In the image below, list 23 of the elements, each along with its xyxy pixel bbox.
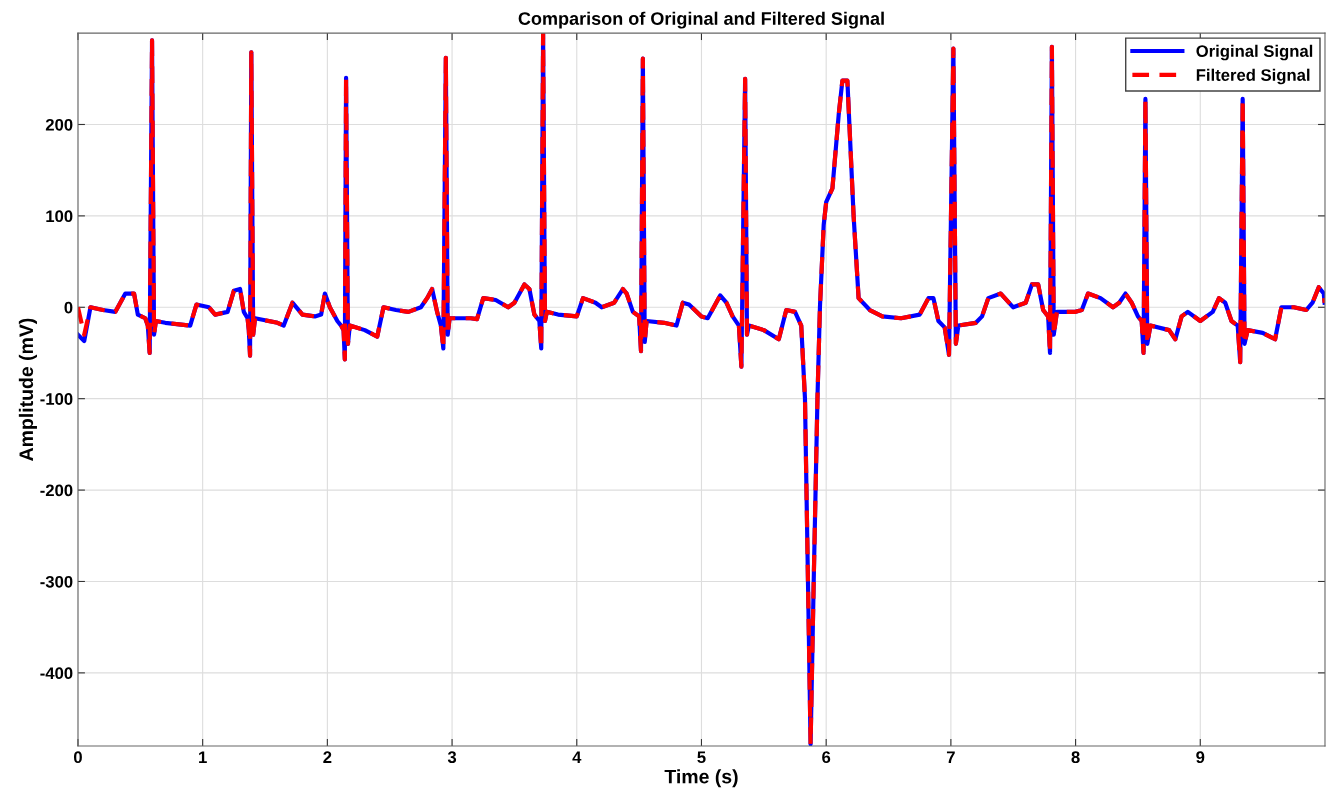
y-tick-label: -300	[40, 575, 73, 588]
x-tick-label: 4	[572, 751, 582, 763]
x-tick-label: 8	[1071, 751, 1080, 764]
legend-label: Filtered Signal	[1196, 68, 1310, 85]
x-tick-label: 3	[447, 751, 457, 764]
x-tick-label: 7	[946, 751, 955, 763]
x-tick-label: 6	[822, 751, 831, 764]
y-tick-label: 100	[46, 210, 73, 223]
y-tick-label: -400	[40, 667, 73, 680]
x-tick-label: 2	[323, 751, 332, 763]
x-axis-title: Time (s)	[664, 769, 738, 788]
y-axis-title: Amplitude (mV)	[18, 318, 37, 461]
chart-title: Comparison of Original and Filtered Signal	[518, 11, 884, 29]
line-series	[77, 33, 1325, 746]
y-tick-label: 200	[45, 118, 73, 131]
x-tick-label: 0	[73, 751, 82, 764]
y-tick-label: -200	[40, 484, 73, 497]
y-tick-label: 0	[64, 301, 73, 314]
x-tick-label: 1	[199, 751, 207, 763]
y-tick-label: -100	[40, 393, 73, 405]
legend-label: Original Signal	[1196, 44, 1313, 61]
x-tick-label: 9	[1196, 751, 1205, 764]
x-tick-label: 5	[697, 751, 706, 764]
